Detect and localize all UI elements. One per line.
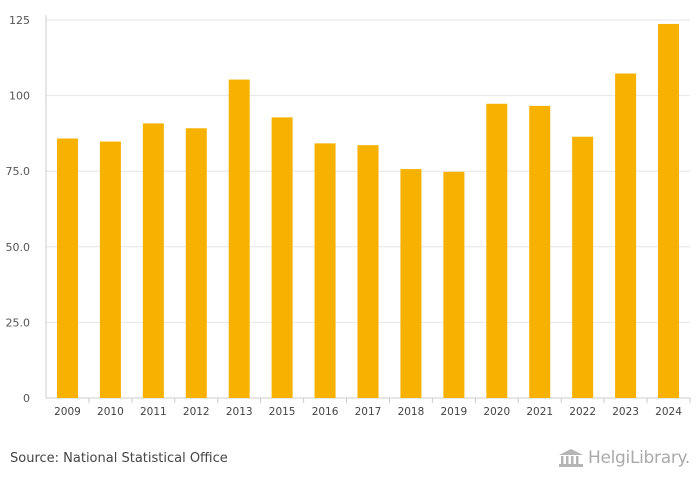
x-tick-label: 2022 — [569, 406, 596, 418]
helgi-library-logo[interactable]: HelgiLibrary. — [558, 448, 690, 468]
bar-2010 — [99, 141, 121, 398]
bar-2015 — [271, 117, 293, 398]
bar-2013 — [228, 79, 250, 398]
bar-2024 — [658, 23, 680, 398]
x-tick-label: 2011 — [140, 406, 167, 418]
x-tick-label: 2024 — [655, 406, 682, 418]
x-tick-label: 2017 — [355, 406, 382, 418]
source-note: Source: National Statistical Office — [10, 451, 228, 466]
bar-2022 — [572, 136, 594, 399]
y-tick-label: 75.0 — [6, 165, 31, 178]
y-tick-label: 25.0 — [6, 316, 31, 329]
bar-2009 — [56, 138, 78, 398]
bar-2011 — [142, 123, 164, 398]
bar-2023 — [615, 73, 637, 398]
bar-chart: 0 25.0 50.0 75.0 100 125 2009 2010 2011 2012 2013 2… — [6, 14, 691, 418]
brand-name: HelgiLibrary. — [587, 448, 690, 468]
bar-2018 — [400, 169, 422, 398]
x-tick-label: 2013 — [226, 406, 253, 418]
x-tick-label: 2009 — [54, 406, 81, 418]
x-tick-label: 2020 — [483, 406, 510, 418]
y-tick-label: 100 — [9, 90, 30, 103]
x-tick-label: 2023 — [612, 406, 639, 418]
y-tick-label: 125 — [9, 14, 30, 27]
y-tick-label: 50.0 — [6, 241, 31, 254]
x-tick-label: 2012 — [183, 406, 210, 418]
bar-2012 — [185, 128, 207, 398]
bar-2020 — [486, 103, 508, 398]
x-tick-label: 2015 — [269, 406, 296, 418]
x-tick-label: 2010 — [97, 406, 124, 418]
x-tick-label: 2019 — [440, 406, 467, 418]
y-tick-label: 0 — [23, 392, 30, 405]
bar-2019 — [443, 171, 465, 398]
library-building-icon — [558, 449, 583, 467]
bar-2021 — [529, 105, 551, 399]
bar-2017 — [357, 145, 379, 398]
x-tick-label: 2021 — [526, 406, 553, 418]
bar-2016 — [314, 143, 336, 398]
x-tick-label: 2018 — [398, 406, 425, 418]
x-tick-label: 2016 — [312, 406, 339, 418]
